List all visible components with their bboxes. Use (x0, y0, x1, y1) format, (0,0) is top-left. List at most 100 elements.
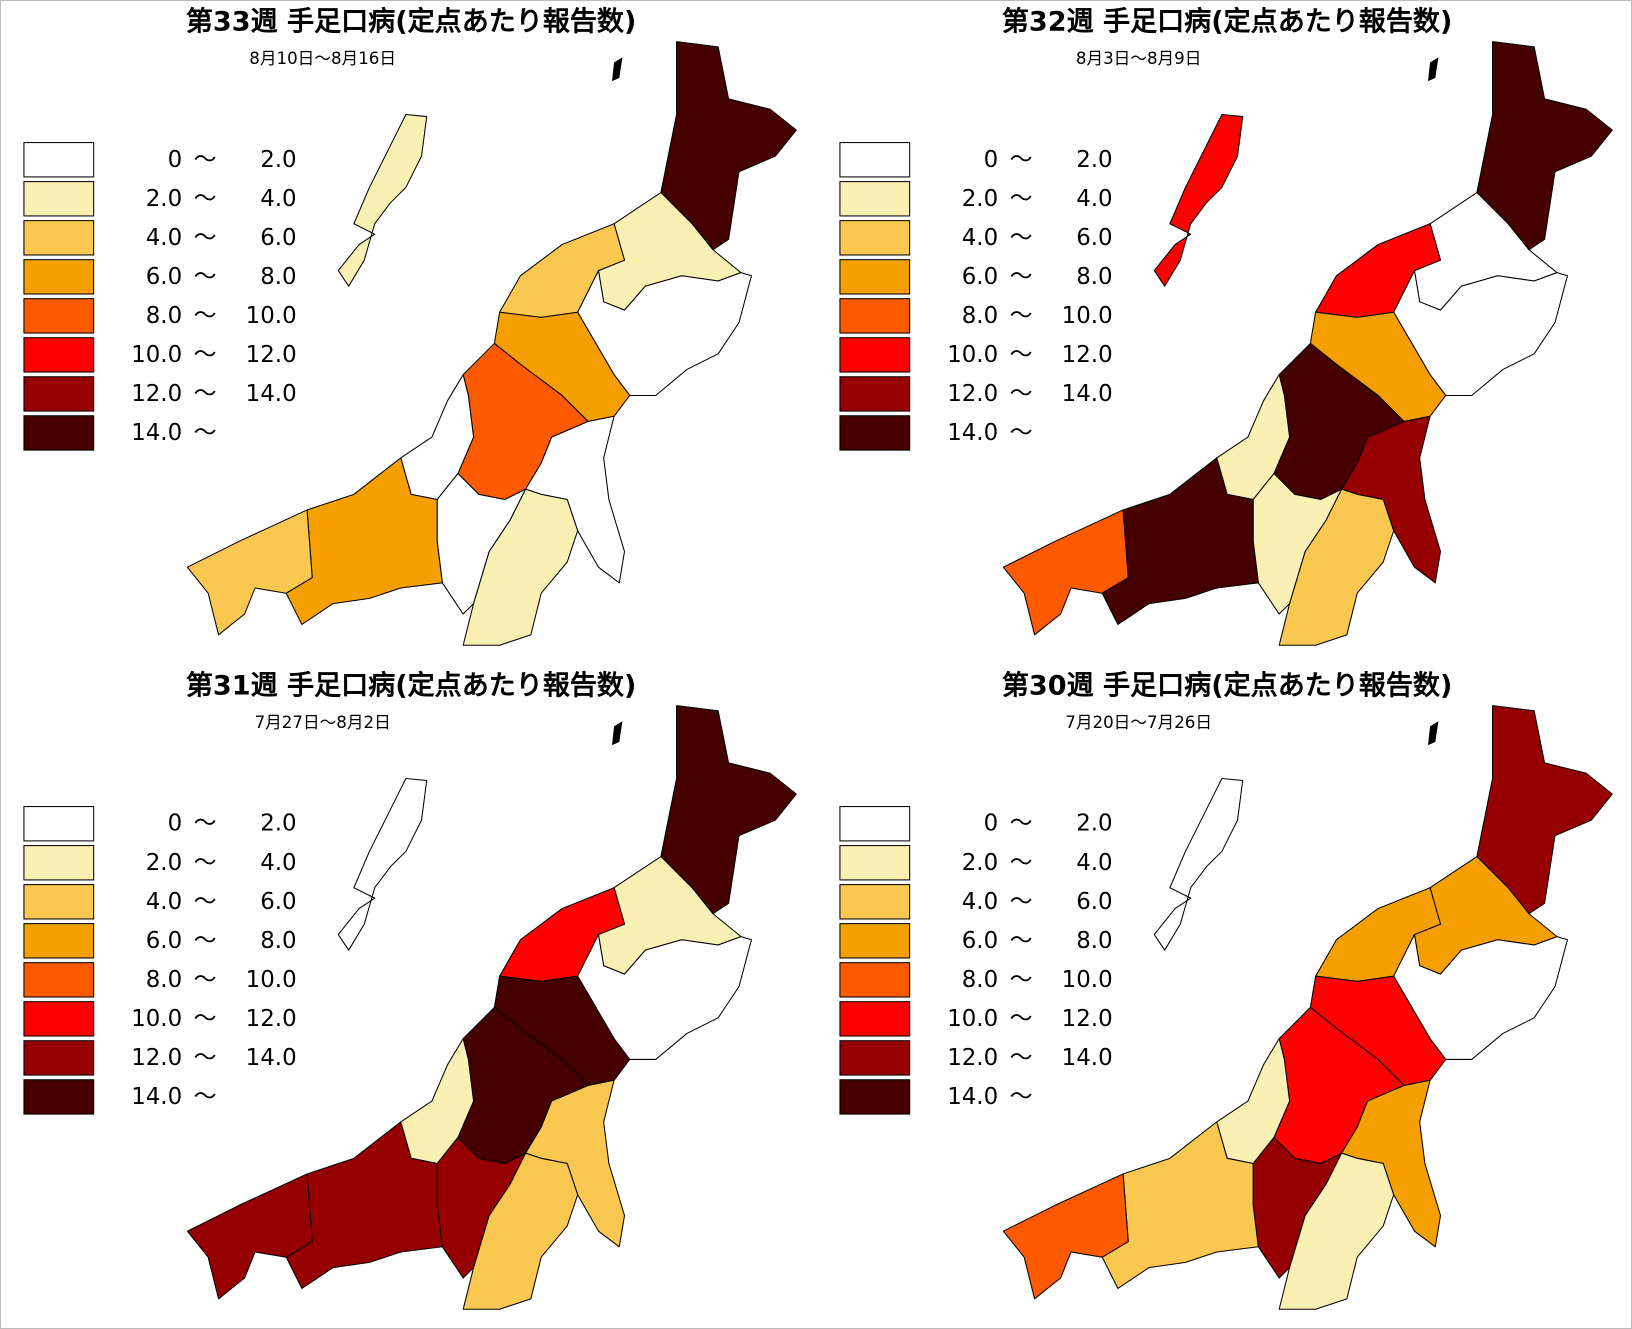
legend-swatch (839, 415, 911, 451)
legend-label: 〜 (1010, 147, 1033, 173)
legend-label: 〜 (194, 1084, 217, 1110)
legend-label: 〜 (194, 186, 217, 212)
legend-swatch (839, 884, 911, 920)
region (1153, 777, 1244, 951)
legend-swatch (839, 923, 911, 959)
region (525, 1079, 626, 1248)
legend-label: 8.0 (260, 264, 296, 290)
legend-label: 6.0 (962, 264, 998, 290)
legend-label: 4.0 (962, 225, 998, 251)
legend-label: 6.0 (146, 264, 182, 290)
legend-label: 14.0 (947, 1084, 998, 1110)
legend-label: 6.0 (146, 928, 182, 954)
region (1153, 113, 1244, 287)
legend-label: 10.0 (947, 1006, 998, 1032)
legend-swatch (839, 962, 911, 998)
legend-label: 〜 (194, 967, 217, 993)
legend-label: 8.0 (962, 967, 998, 993)
legend-label: 10.0 (1062, 303, 1113, 329)
legend-label: 2.0 (260, 147, 296, 173)
panel-subtitle: 7月20日〜7月26日 (1065, 713, 1212, 732)
legend-label: 4.0 (260, 850, 296, 876)
legend-label: 〜 (1010, 264, 1033, 290)
legend-label: 14.0 (947, 420, 998, 446)
legend-swatch (839, 376, 911, 412)
legend-label: 〜 (194, 147, 217, 173)
legend-label: 14.0 (131, 1084, 182, 1110)
region (462, 1152, 579, 1310)
region (1393, 934, 1568, 1060)
region (1101, 457, 1259, 625)
legend-label: 14.0 (1062, 1045, 1113, 1071)
legend-swatch (23, 845, 95, 881)
region (186, 1173, 313, 1300)
legend-swatch (839, 1001, 911, 1037)
legend-label: 〜 (1010, 967, 1033, 993)
region (462, 488, 579, 646)
legend-label: 〜 (1010, 1045, 1033, 1071)
legend-swatch (23, 923, 95, 959)
legend-label: 8.0 (146, 303, 182, 329)
panel-subtitle: 7月27日〜8月2日 (255, 713, 391, 732)
legend-swatch (23, 220, 95, 256)
legend-label: 4.0 (1076, 186, 1112, 212)
map-panel: 第30週 手足口病(定点あたり報告数) 7月20日〜7月26日 0 〜 2.0 2.0 〜 4… (839, 669, 1613, 1310)
legend-label: 6.0 (962, 928, 998, 954)
legend-label: 6.0 (260, 225, 296, 251)
legend-label: 12.0 (947, 381, 998, 407)
legend-swatch (23, 181, 95, 217)
legend-swatch (839, 298, 911, 334)
legend-label: 〜 (194, 342, 217, 368)
legend-label: 12.0 (131, 1045, 182, 1071)
legend-swatch (23, 1040, 95, 1076)
legend-label: 〜 (1010, 1006, 1033, 1032)
legend-label: 〜 (1010, 850, 1033, 876)
region (1002, 509, 1129, 636)
panel-title: 第33週 手足口病(定点あたり報告数) (186, 5, 636, 37)
legend-label: 8.0 (1076, 264, 1112, 290)
legend-label: 〜 (194, 420, 217, 446)
legend-swatch (23, 376, 95, 412)
legend-label: 6.0 (260, 889, 296, 915)
legend-label: 〜 (1010, 186, 1033, 212)
legend-label: 〜 (194, 303, 217, 329)
region (1341, 1079, 1442, 1248)
legend-label: 12.0 (1062, 342, 1113, 368)
legend-label: 〜 (194, 381, 217, 407)
legend-label: 12.0 (131, 381, 182, 407)
region (525, 415, 626, 584)
region (1278, 488, 1395, 646)
panel-title: 第32週 手足口病(定点あたり報告数) (1002, 5, 1452, 37)
legend-label: 〜 (194, 264, 217, 290)
region (1278, 1152, 1395, 1310)
legend-label: 〜 (1010, 811, 1033, 837)
legend-label: 10.0 (131, 1006, 182, 1032)
legend-label: 12.0 (947, 1045, 998, 1071)
legend-swatch (23, 1001, 95, 1037)
island (612, 721, 623, 746)
legend-swatch (23, 884, 95, 920)
legend-label: 0 (984, 811, 999, 837)
legend-label: 〜 (1010, 225, 1033, 251)
legend-label: 12.0 (1062, 1006, 1113, 1032)
legend-swatch (23, 962, 95, 998)
region (1002, 1173, 1129, 1300)
region (337, 113, 428, 287)
legend-label: 〜 (1010, 928, 1033, 954)
island (612, 57, 623, 82)
legend-swatch (839, 142, 911, 178)
legend-label: 4.0 (146, 225, 182, 251)
legend-label: 〜 (194, 811, 217, 837)
region (337, 777, 428, 951)
legend-label: 〜 (194, 928, 217, 954)
region (1393, 270, 1568, 396)
legend-label: 6.0 (1076, 225, 1112, 251)
region (186, 509, 313, 636)
legend-label: 〜 (1010, 342, 1033, 368)
legend-label: 0 (168, 147, 183, 173)
legend-label: 14.0 (1062, 381, 1113, 407)
legend-label: 〜 (194, 1006, 217, 1032)
legend-swatch (23, 1079, 95, 1115)
legend-label: 14.0 (131, 420, 182, 446)
legend-label: 2.0 (1076, 811, 1112, 837)
